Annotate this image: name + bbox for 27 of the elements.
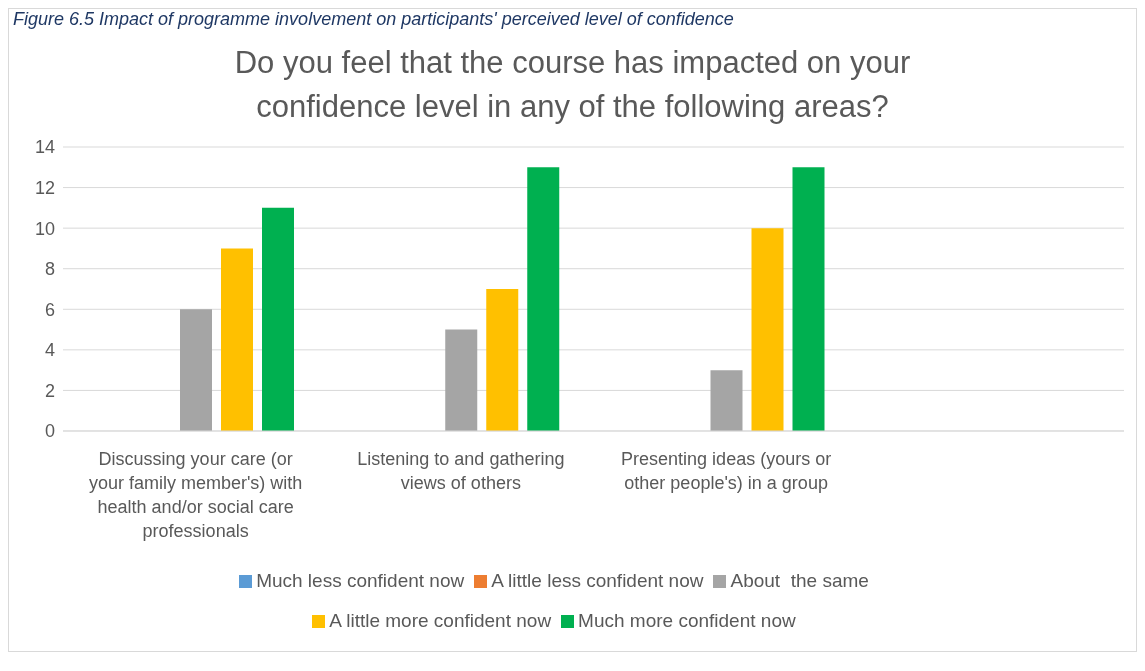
caption: Figure 6.5 Impact of programme involvement on participants' perceived level of confidence <box>12 9 735 29</box>
bar <box>262 207 294 431</box>
chart-title: Do you feel that the course has impacted on your confidence level in any of the following areas? <box>233 44 912 126</box>
bar <box>710 370 743 431</box>
y-tick-label: 14 <box>34 137 55 158</box>
bar <box>445 329 478 431</box>
legend-label: A little less confident now <box>491 570 704 591</box>
x-tick-label: Presenting ideas (yours or other people's) in a group <box>621 449 832 493</box>
legend-label: Much less confident now <box>256 570 465 591</box>
legend-label: A little more confident now <box>329 610 552 631</box>
y-tick-label: 10 <box>34 218 55 239</box>
y-tick-label: 12 <box>34 177 55 198</box>
legend-label: Much more confident now <box>578 610 796 631</box>
bar <box>527 167 560 431</box>
bar <box>180 309 212 431</box>
bar <box>792 167 825 431</box>
x-tick-label: Listening to and gathering views of others <box>357 449 565 493</box>
y-tick-label: 2 <box>44 380 55 401</box>
bar <box>221 248 253 431</box>
y-tick-label: 4 <box>44 340 55 361</box>
y-tick-label: 0 <box>44 421 55 442</box>
x-tick-label: Discussing your care (or your family member's) with health and/or social care professionals <box>88 449 303 541</box>
bar <box>486 289 519 431</box>
legend-label: About the same <box>730 570 869 591</box>
y-tick-label: 8 <box>44 259 55 280</box>
bar <box>751 228 784 431</box>
y-tick-label: 6 <box>44 299 55 320</box>
